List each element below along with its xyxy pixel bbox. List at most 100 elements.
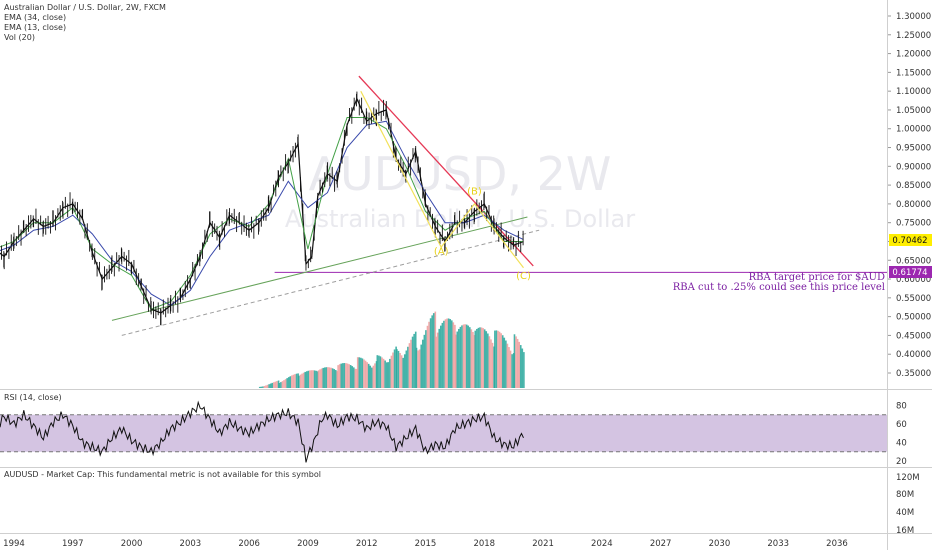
volume-bar (438, 328, 441, 388)
volume-bar (323, 367, 326, 388)
volume-bar (454, 334, 457, 388)
volume-bar (310, 370, 313, 388)
volume-bar (366, 362, 368, 388)
volume-bar (479, 327, 481, 388)
volume-bar (393, 349, 396, 388)
volume-bar (376, 355, 379, 388)
volume-bar (501, 335, 504, 388)
market-cap-tick-label: 120M (896, 473, 920, 483)
volume-bar (327, 367, 329, 388)
volume-bar (322, 367, 325, 388)
price-tick-label: 0.50000 (896, 313, 931, 323)
volume-bar (287, 377, 290, 388)
volume-bar (462, 324, 465, 388)
price-tick-label: 1.30000 (896, 12, 931, 22)
volume-bar (513, 334, 516, 388)
downtrend-line (358, 75, 534, 267)
volume-bar (384, 360, 386, 388)
trendlines[interactable] (111, 75, 887, 336)
volume-bar (480, 327, 483, 388)
volume-bar (495, 330, 498, 388)
volume-bar (503, 337, 506, 388)
target-price-label: 0.61774 (892, 268, 927, 278)
volume-bars (258, 311, 525, 388)
volume-bar (472, 331, 474, 388)
time-tick-label: 2024 (591, 539, 613, 549)
annotation-rba-target[interactable]: RBA target price for $AUD (749, 272, 885, 283)
volume-bar (313, 370, 316, 388)
volume-bar (474, 330, 477, 388)
volume-bar (302, 372, 305, 388)
volume-bar (304, 371, 307, 388)
volume-bar (291, 375, 293, 388)
volume-bar (518, 341, 520, 388)
volume-bar (421, 339, 424, 388)
volume-bar (415, 347, 418, 388)
volume-bar (360, 357, 362, 388)
support-trendline (111, 216, 528, 321)
volume-bar (487, 333, 489, 388)
price-tick-label: 0.95000 (896, 144, 931, 154)
rsi-tick-label: 80 (896, 402, 907, 412)
volume-bar (431, 315, 433, 388)
legend-ema-13[interactable]: EMA (13, close) (4, 23, 66, 32)
volume-bar (358, 357, 361, 388)
volume-bar (354, 368, 357, 388)
volume-bar (483, 329, 486, 388)
volume-bar (432, 313, 435, 388)
volume-bar (450, 320, 453, 388)
volume-bar (260, 386, 263, 388)
volume-bar (278, 383, 281, 388)
volume-bar (485, 331, 488, 388)
volume-bar (379, 356, 382, 388)
volume-bar (361, 358, 364, 388)
rsi-pane[interactable]: 20 40 60 80 (0, 400, 907, 468)
price-tick-label: 0.75000 (896, 219, 931, 229)
volume-bar (363, 359, 365, 388)
volume-bar (435, 336, 437, 388)
rsi-line (0, 400, 524, 463)
volume-bar (262, 386, 264, 388)
time-axis[interactable]: 1994 1997 2000 2003 2006 2009 2012 2015 2018 2021… (3, 539, 848, 549)
price-tick-label: 1.05000 (896, 106, 931, 116)
symbol-title[interactable]: Australian Dollar / U.S. Dollar, 2W, FXC… (4, 3, 166, 12)
legend-volume[interactable]: Vol (20) (4, 33, 35, 42)
volume-bar (402, 357, 404, 388)
volume-bar (320, 368, 323, 388)
volume-bar (345, 363, 347, 388)
volume-bar (428, 321, 430, 388)
volume-bar (325, 367, 328, 388)
volume-bar (317, 370, 320, 388)
volume-bar (348, 364, 350, 388)
price-tick-label: 1.00000 (896, 125, 931, 135)
time-tick-label: 2009 (297, 539, 319, 549)
volume-bar (307, 370, 310, 388)
volume-bar (470, 329, 473, 388)
price-tick-label: 0.90000 (896, 162, 931, 172)
annotation-rba-cut[interactable]: RBA cut to .25% could see this price lev… (673, 282, 885, 293)
legend-ema-34[interactable]: EMA (34, close) (4, 13, 66, 22)
volume-bar (268, 384, 270, 388)
rsi-legend[interactable]: RSI (14, close) (4, 393, 62, 402)
volume-bar (467, 325, 470, 388)
volume-bar (346, 363, 349, 388)
time-tick-label: 2036 (826, 539, 848, 549)
volume-bar (389, 358, 391, 388)
volume-bar (446, 318, 448, 388)
volume-bar (338, 364, 341, 388)
elliott-wave[interactable]: (A) (B) (C) (360, 90, 531, 282)
volume-bar (372, 365, 375, 388)
price-tick-label: 0.55000 (896, 294, 931, 304)
volume-bar (371, 367, 373, 388)
volume-bar (461, 325, 463, 388)
volume-bar (382, 358, 385, 388)
volume-bar (367, 363, 370, 388)
price-axis[interactable]: 0.35000 0.40000 0.45000 0.50000 0.55000 0.600… (887, 12, 931, 379)
volume-bar (515, 336, 517, 388)
volume-bar (519, 345, 522, 388)
time-tick-label: 2033 (767, 539, 789, 549)
market-cap-pane[interactable]: 16M 40M 80M 120M (896, 473, 920, 536)
volume-bar (263, 385, 266, 388)
